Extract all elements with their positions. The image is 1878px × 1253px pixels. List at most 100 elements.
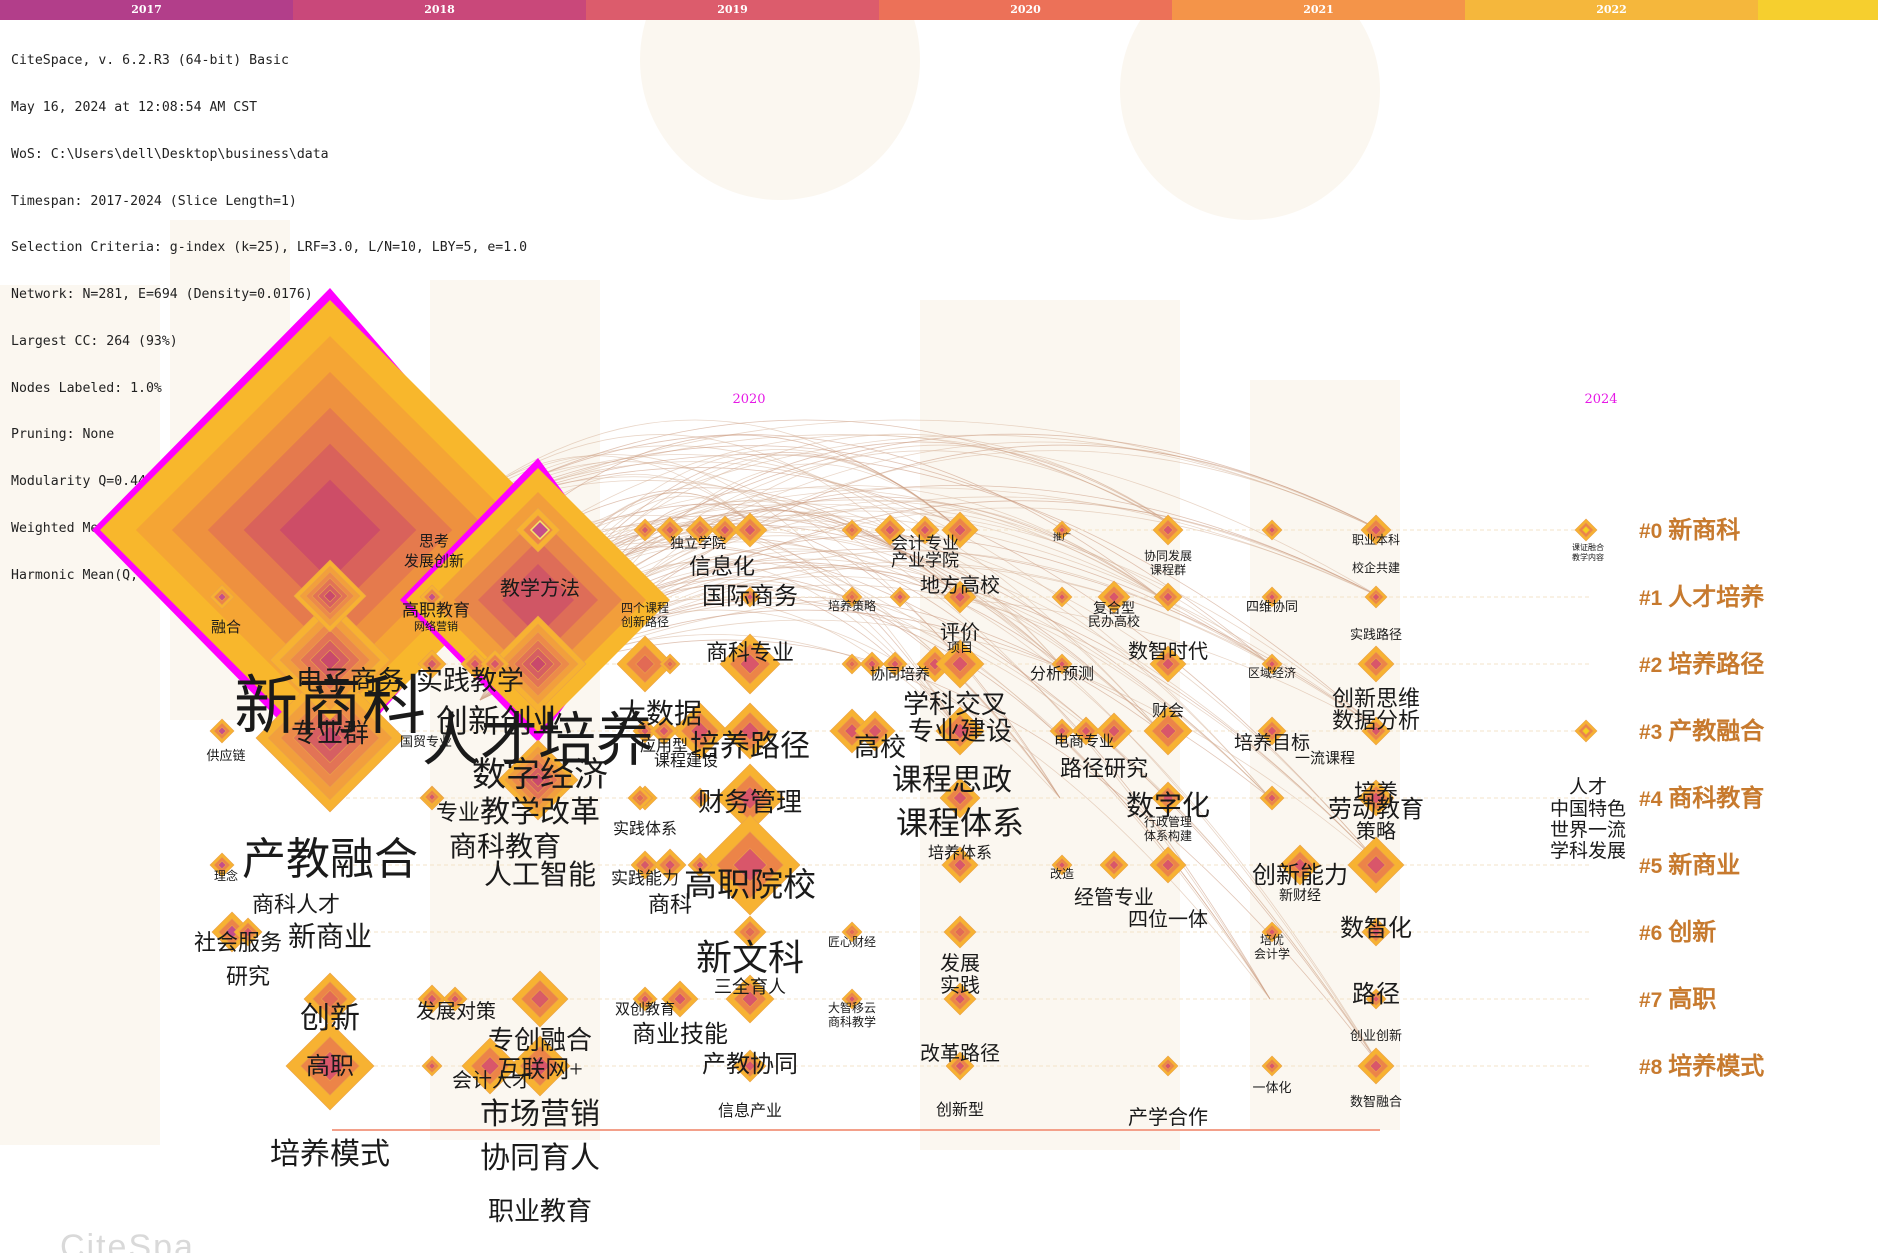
keyword-node[interactable] xyxy=(649,716,679,746)
keyword-node[interactable] xyxy=(1357,645,1395,683)
keyword-node[interactable] xyxy=(859,651,885,677)
keyword-node[interactable] xyxy=(1097,580,1131,614)
keyword-node[interactable] xyxy=(943,915,977,949)
keyword-node[interactable] xyxy=(710,515,740,545)
keyword-node[interactable] xyxy=(1051,586,1073,608)
keyword-node[interactable] xyxy=(941,511,979,549)
cluster-label[interactable]: #5 新商业 xyxy=(1639,851,1740,879)
keyword-node[interactable] xyxy=(715,763,785,833)
keyword-node[interactable] xyxy=(497,739,579,821)
keyword-node[interactable] xyxy=(209,718,235,744)
keyword-node[interactable] xyxy=(1151,781,1185,815)
keyword-node[interactable] xyxy=(627,785,653,811)
keyword-node[interactable] xyxy=(889,586,911,608)
keyword-node[interactable] xyxy=(1051,854,1073,876)
keyword-node[interactable] xyxy=(1149,846,1187,884)
keyword-node[interactable] xyxy=(400,458,670,742)
keyword-node[interactable] xyxy=(910,515,940,545)
cluster-label[interactable]: #6 创新 xyxy=(1639,918,1716,946)
keyword-node[interactable] xyxy=(945,1051,975,1081)
keyword-node[interactable] xyxy=(841,988,863,1010)
keyword-node[interactable] xyxy=(1364,585,1388,609)
keyword-node[interactable] xyxy=(733,915,767,949)
keyword-node[interactable] xyxy=(419,584,445,610)
keyword-node[interactable] xyxy=(1049,718,1075,744)
keyword-node[interactable] xyxy=(480,649,510,679)
keyword-node[interactable] xyxy=(269,599,391,721)
keyword-node[interactable] xyxy=(854,710,896,752)
keyword-node[interactable] xyxy=(1261,1055,1283,1077)
keyword-node[interactable] xyxy=(1261,921,1283,943)
keyword-node[interactable] xyxy=(882,651,908,677)
keyword-node[interactable] xyxy=(739,586,761,608)
keyword-node[interactable] xyxy=(1361,917,1391,947)
keyword-node[interactable] xyxy=(1153,582,1183,612)
keyword-node[interactable] xyxy=(733,1049,767,1083)
keyword-node[interactable] xyxy=(632,718,658,744)
keyword-node[interactable] xyxy=(1365,988,1387,1010)
keyword-node[interactable] xyxy=(939,777,981,819)
keyword-node[interactable] xyxy=(209,852,235,878)
keyword-node[interactable] xyxy=(285,1021,375,1111)
keyword-node[interactable] xyxy=(1357,779,1395,817)
keyword-node[interactable] xyxy=(255,663,405,813)
keyword-node[interactable] xyxy=(1157,1055,1179,1077)
keyword-node[interactable] xyxy=(732,512,768,548)
keyword-node[interactable] xyxy=(489,615,587,713)
keyword-node[interactable] xyxy=(943,580,977,614)
keyword-node[interactable] xyxy=(632,986,658,1012)
cluster-label[interactable]: #0 新商科 xyxy=(1639,516,1740,544)
keyword-node[interactable] xyxy=(1052,520,1072,540)
cluster-label[interactable]: #1 人才培养 xyxy=(1639,583,1764,611)
keyword-node[interactable] xyxy=(841,586,863,608)
keyword-node[interactable] xyxy=(1357,1047,1395,1085)
keyword-node[interactable] xyxy=(941,846,979,884)
keyword-node[interactable] xyxy=(1259,785,1285,811)
cluster-label[interactable]: #8 培养模式 xyxy=(1639,1052,1764,1080)
keyword-node[interactable] xyxy=(689,787,711,809)
cluster-label[interactable]: #4 商科教育 xyxy=(1639,784,1764,812)
keyword-node[interactable] xyxy=(656,516,684,544)
keyword-node[interactable] xyxy=(293,559,367,633)
keyword-node[interactable] xyxy=(442,986,468,1012)
keyword-node[interactable] xyxy=(1149,645,1187,683)
keyword-node[interactable] xyxy=(417,984,447,1014)
keyword-node[interactable] xyxy=(1261,519,1283,541)
cluster-label[interactable]: #2 培养路径 xyxy=(1639,650,1764,678)
keyword-node[interactable] xyxy=(1360,514,1392,546)
keyword-node[interactable] xyxy=(1261,586,1283,608)
keyword-node[interactable] xyxy=(725,974,775,1024)
keyword-node[interactable] xyxy=(461,1037,519,1095)
keyword-node[interactable] xyxy=(1071,716,1101,746)
keyword-node[interactable] xyxy=(630,850,660,880)
keyword-node[interactable] xyxy=(616,635,674,693)
keyword-node[interactable] xyxy=(417,649,447,679)
keyword-node[interactable] xyxy=(721,702,779,760)
cluster-label[interactable]: #3 产教融合 xyxy=(1639,717,1765,745)
keyword-node[interactable] xyxy=(829,708,875,754)
keyword-node[interactable] xyxy=(659,653,681,675)
keyword-node[interactable] xyxy=(1574,518,1598,542)
keyword-node[interactable] xyxy=(687,852,713,878)
keyword-node[interactable] xyxy=(509,1035,571,1097)
keyword-node[interactable] xyxy=(935,706,985,756)
keyword-node[interactable] xyxy=(841,921,863,943)
keyword-node[interactable] xyxy=(719,633,781,695)
keyword-node[interactable] xyxy=(661,980,699,1018)
keyword-node[interactable] xyxy=(671,702,729,760)
keyword-node[interactable] xyxy=(653,848,687,882)
keyword-node[interactable] xyxy=(874,514,906,546)
keyword-node[interactable] xyxy=(685,515,715,545)
keyword-node[interactable] xyxy=(460,649,490,679)
keyword-node[interactable] xyxy=(1347,836,1405,894)
keyword-node[interactable] xyxy=(529,519,551,541)
keyword-node[interactable] xyxy=(699,814,801,916)
keyword-node[interactable] xyxy=(633,518,657,542)
keyword-node[interactable] xyxy=(1361,716,1391,746)
keyword-node[interactable] xyxy=(1143,706,1193,756)
keyword-node[interactable] xyxy=(421,786,443,808)
keyword-node[interactable] xyxy=(935,639,985,689)
keyword-node[interactable] xyxy=(421,1055,443,1077)
keyword-node[interactable] xyxy=(1574,719,1598,743)
keyword-node[interactable] xyxy=(943,982,977,1016)
